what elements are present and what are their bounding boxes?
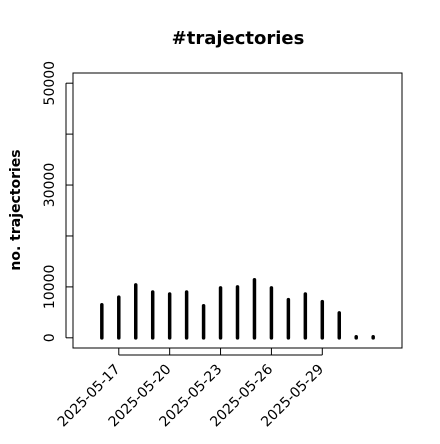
y-tick-label: 0 — [42, 333, 58, 342]
y-tick-label: 50000 — [42, 61, 58, 106]
y-tick-label: 30000 — [42, 163, 58, 208]
chart-title: #trajectories — [172, 28, 305, 49]
plot-frame — [72, 72, 403, 349]
y-axis-label: no. trajectories — [8, 149, 24, 270]
y-tick-label: 10000 — [42, 265, 58, 310]
